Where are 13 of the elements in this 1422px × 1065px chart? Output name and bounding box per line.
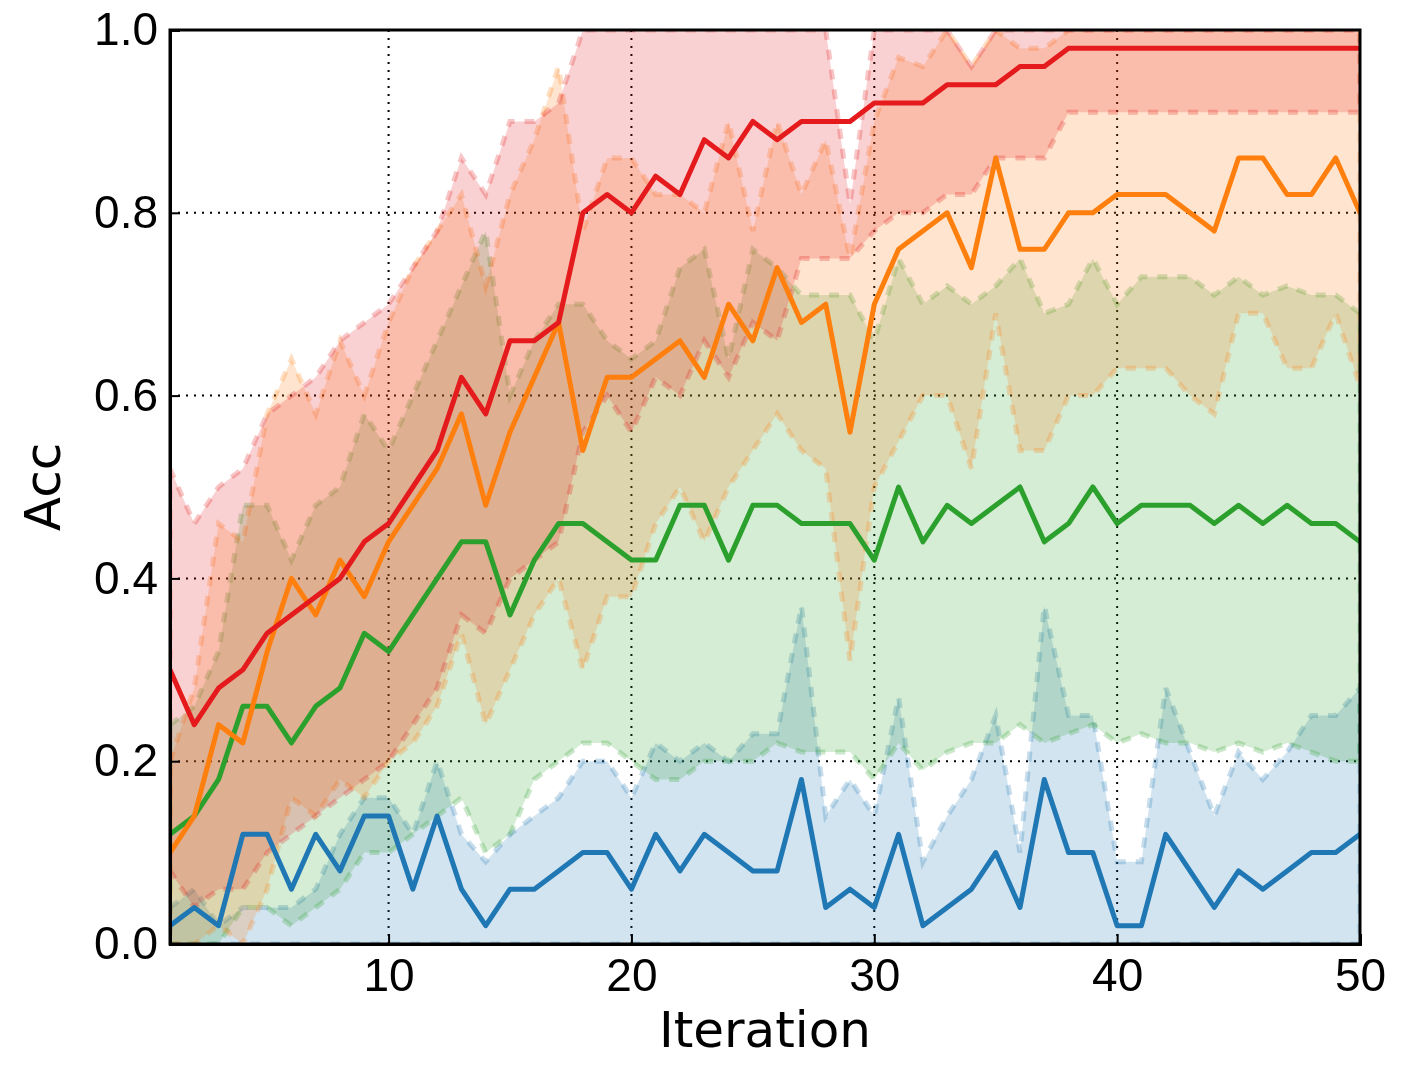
- x-tick-label: 40: [1092, 948, 1144, 1001]
- x-tick-label: 20: [606, 948, 658, 1001]
- x-tick-label: 10: [363, 948, 415, 1001]
- x-axis-title: Iteration: [658, 1001, 872, 1059]
- y-tick-label: 0.8: [94, 186, 158, 239]
- y-tick-label: 0.6: [94, 368, 158, 421]
- y-tick-label: 0.4: [94, 551, 158, 604]
- y-tick-label: 1.0: [94, 3, 158, 56]
- y-axis-title: Acc: [14, 442, 72, 532]
- y-tick-label: 0.2: [94, 734, 158, 787]
- y-tick-label: 0.0: [94, 917, 158, 970]
- x-tick-label: 50: [1334, 948, 1387, 1001]
- x-tick-label: 30: [849, 948, 901, 1001]
